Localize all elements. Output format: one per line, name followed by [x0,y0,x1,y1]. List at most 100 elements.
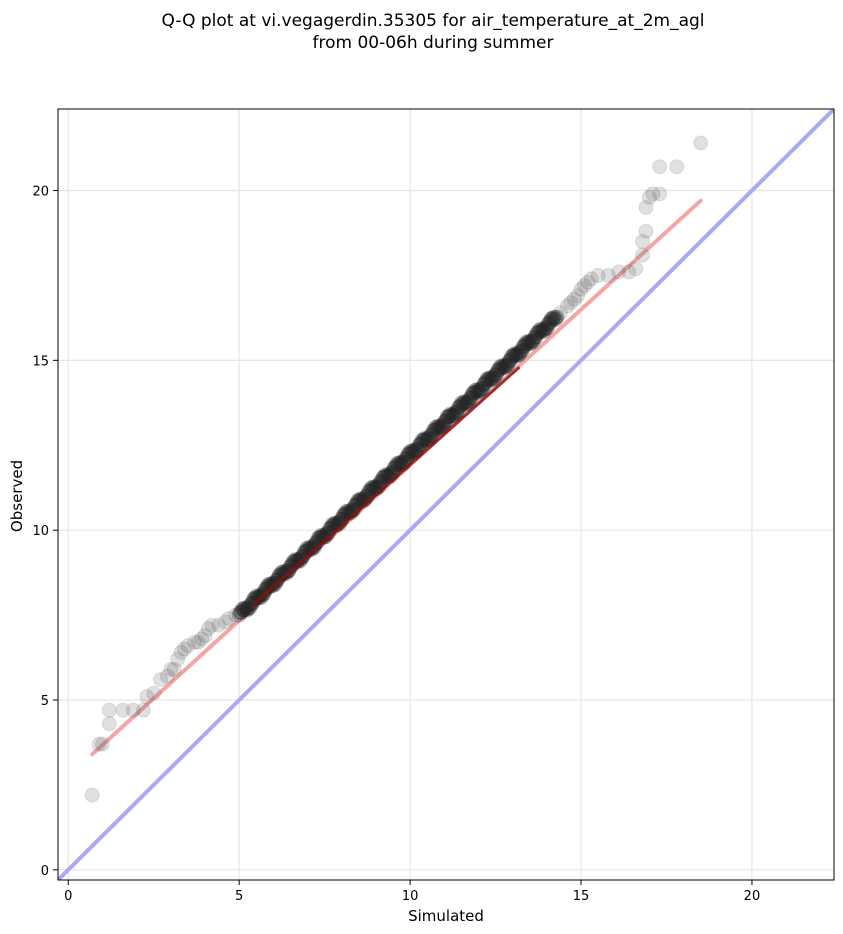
data-point [478,374,494,390]
data-point [440,408,456,424]
data-point [427,422,443,438]
x-axis-ticks: 0 5 10 15 20 [64,880,760,904]
data-point [506,347,522,363]
x-tick-label: 5 [235,889,243,904]
data-point [101,702,117,718]
data-point [394,454,410,470]
data-point [438,414,454,430]
data-point [495,358,511,374]
data-point [590,267,606,283]
data-point [243,597,259,613]
data-point [84,787,100,803]
x-tick-label: 10 [402,889,419,904]
data-point [386,460,402,476]
data-point [522,336,538,352]
data-point [479,371,495,387]
data-point [468,382,484,398]
data-point [472,384,488,400]
data-point [418,432,434,448]
data-point [635,247,651,263]
data-point [431,418,447,434]
data-point [501,352,517,368]
data-point [535,322,551,338]
data-point [372,474,388,490]
y-tick-label: 20 [32,185,49,200]
data-point [553,305,569,321]
data-point [467,382,483,398]
data-point [197,627,213,643]
data-point [490,361,506,377]
data-point [444,409,460,425]
data-point [430,420,446,436]
data-point [461,393,477,409]
data-point [444,407,460,423]
x-tick-label: 0 [64,889,72,904]
data-point [125,702,141,718]
data-point [236,602,252,618]
data-point [251,589,267,605]
data-point [529,326,545,342]
data-point [693,135,709,151]
data-point [135,702,151,718]
data-point [441,409,457,425]
data-point [218,614,234,630]
data-point [350,493,366,509]
data-point [428,419,444,435]
data-point [422,428,438,444]
data-point [570,288,586,304]
data-point [239,602,255,618]
data-point [306,539,322,555]
data-point [504,348,520,364]
data-point [232,604,248,620]
data-point [539,320,555,336]
data-point [543,311,559,327]
data-point [392,455,408,471]
data-point [532,322,548,338]
data-point [476,377,492,393]
data-point [279,564,295,580]
data-point [621,264,637,280]
data-point [277,565,293,581]
data-point [641,189,657,205]
data-point [488,367,504,383]
data-point [538,320,554,336]
data-point [238,600,254,616]
data-point [391,457,407,473]
reference-lines [58,109,834,880]
data-point [459,394,475,410]
data-point [479,372,495,388]
data-point [487,367,503,383]
data-point [465,385,481,401]
data-point [482,371,498,387]
data-point [387,460,403,476]
data-point [400,445,416,461]
data-point [483,372,499,388]
data-point [454,396,470,412]
data-point [494,360,510,376]
identity-line [58,109,834,880]
x-tick-label: 20 [744,889,761,904]
data-point [352,492,368,508]
data-point [409,441,425,457]
data-point [500,358,516,374]
data-point [515,339,531,355]
data-point [413,435,429,451]
data-point [481,371,497,387]
data-point [473,380,489,396]
data-point [405,444,421,460]
central-fit-line [251,366,521,607]
data-point [477,376,493,392]
data-point [471,383,487,399]
data-points [84,135,709,803]
data-point [276,565,292,581]
data-point [457,394,473,410]
data-point [233,604,249,620]
data-point [524,333,540,349]
data-point [652,159,668,175]
data-point [669,159,685,175]
data-point [404,445,420,461]
data-point [413,437,429,453]
data-point [400,447,416,463]
data-point [513,344,529,360]
